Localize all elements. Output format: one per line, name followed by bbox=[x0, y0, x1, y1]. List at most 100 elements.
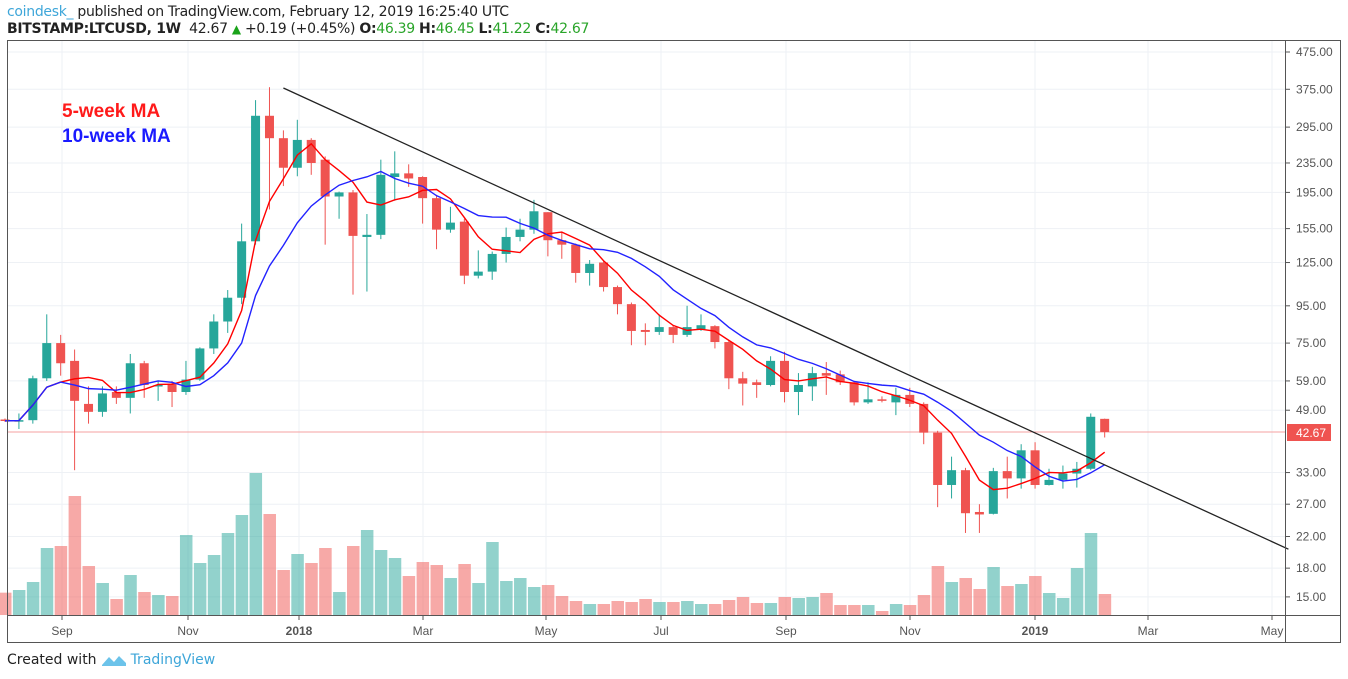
volume-bar bbox=[277, 570, 290, 615]
volume-bar bbox=[430, 565, 444, 615]
candle-body bbox=[153, 384, 163, 387]
ma5-annotation: 5-week MA bbox=[62, 101, 160, 122]
candle-body bbox=[557, 240, 567, 245]
candle-body bbox=[445, 222, 455, 230]
volume-bar bbox=[514, 578, 527, 615]
candle-body bbox=[793, 384, 803, 392]
y-tick-label: 155.00 bbox=[1296, 222, 1333, 236]
symbol-name: BITSTAMP:LTCUSD, 1W bbox=[7, 21, 181, 37]
y-tick-label: 475.00 bbox=[1296, 45, 1333, 59]
x-tick-label: 2018 bbox=[286, 624, 313, 638]
price-change: +0.19 (+0.45%) bbox=[244, 21, 356, 37]
author-link[interactable]: coindesk_ bbox=[7, 4, 74, 20]
volume-bar bbox=[179, 535, 193, 615]
volume-bar bbox=[820, 593, 833, 615]
volume-bar bbox=[625, 602, 638, 615]
volume-bar bbox=[207, 555, 221, 615]
volume-bar bbox=[862, 605, 875, 615]
candle-body bbox=[724, 342, 734, 379]
candle-body bbox=[362, 234, 372, 237]
candle-body bbox=[974, 511, 984, 515]
created-with-text: Created with bbox=[7, 652, 97, 668]
candle-body bbox=[348, 192, 358, 236]
candle-body bbox=[988, 471, 998, 514]
price-axis[interactable]: 475.00 375.00 295.00 235.00 195.00 155.00 125.… bbox=[1285, 45, 1333, 604]
candle-body bbox=[487, 253, 497, 272]
volume-bar bbox=[555, 596, 569, 615]
candle-body bbox=[209, 321, 219, 349]
last-price-badge-text: 42.67 bbox=[1296, 426, 1326, 440]
volume-bar bbox=[667, 602, 680, 615]
candle-body bbox=[612, 287, 622, 305]
candle-body bbox=[264, 115, 274, 139]
candle-body bbox=[668, 327, 678, 335]
candle-body bbox=[237, 241, 247, 298]
x-tick-label: Jul bbox=[653, 624, 668, 638]
y-tick-label: 59.00 bbox=[1296, 374, 1326, 388]
ma5-line bbox=[4, 142, 1106, 491]
open-value: 46.39 bbox=[376, 21, 415, 37]
y-tick-label: 33.00 bbox=[1296, 466, 1326, 480]
y-tick-label: 18.00 bbox=[1296, 561, 1326, 575]
candle-body bbox=[306, 139, 316, 163]
volume-bar bbox=[959, 578, 972, 615]
x-tick-label: May bbox=[535, 624, 558, 638]
volume-bar bbox=[889, 604, 903, 615]
volume-bar bbox=[527, 587, 541, 615]
volume-bar bbox=[54, 546, 68, 615]
volume-bar bbox=[722, 600, 736, 615]
ma10-line bbox=[4, 170, 1106, 482]
time-axis[interactable]: Sep Nov 2018 Mar May Jul Sep Nov 2019 Mar May bbox=[51, 615, 1283, 638]
x-tick-label: 2019 bbox=[1022, 624, 1049, 638]
candle-body bbox=[947, 470, 957, 485]
candle-body bbox=[223, 297, 233, 322]
candle-body bbox=[459, 221, 469, 276]
candle-body bbox=[195, 348, 205, 380]
candle-body bbox=[919, 403, 929, 433]
candle-body bbox=[585, 263, 595, 273]
candle-body bbox=[960, 470, 970, 514]
publish-info: coindesk_ published on TradingView.com, … bbox=[7, 4, 509, 20]
volume-bar bbox=[458, 564, 471, 615]
volume-bar bbox=[639, 599, 652, 615]
candle-body bbox=[863, 399, 873, 403]
volume-bar bbox=[708, 604, 722, 615]
volume-bar bbox=[583, 604, 597, 615]
volume-bar bbox=[750, 603, 764, 615]
volume-bar bbox=[1084, 533, 1098, 615]
last-price-badge: 42.67 bbox=[1287, 424, 1331, 441]
candle-body bbox=[1002, 471, 1012, 479]
candle-body bbox=[780, 360, 790, 392]
y-tick-label: 375.00 bbox=[1296, 82, 1333, 96]
candle-body bbox=[807, 373, 817, 387]
close-label: C: bbox=[535, 21, 551, 37]
candle-body bbox=[28, 378, 38, 421]
candle-body bbox=[738, 378, 748, 384]
volume-bar bbox=[611, 601, 624, 615]
y-tick-label: 95.00 bbox=[1296, 299, 1326, 313]
low-value: 41.22 bbox=[492, 21, 532, 37]
volume-bar bbox=[0, 592, 12, 615]
candle-body bbox=[599, 262, 609, 288]
volume-bar bbox=[486, 542, 499, 615]
y-tick-label: 75.00 bbox=[1296, 336, 1326, 350]
volume-bar bbox=[1098, 594, 1112, 615]
high-value: 46.45 bbox=[435, 21, 475, 37]
moving-averages bbox=[4, 142, 1106, 491]
y-tick-label: 15.00 bbox=[1296, 590, 1326, 604]
volume-bar bbox=[681, 601, 694, 615]
trendline[interactable] bbox=[283, 87, 1289, 550]
candle-body bbox=[111, 391, 121, 398]
candle-body bbox=[933, 432, 943, 485]
volume-bar bbox=[903, 605, 917, 615]
candle-body bbox=[320, 159, 330, 197]
volume-bar bbox=[291, 554, 304, 615]
candle-body bbox=[292, 139, 302, 168]
tradingview-link[interactable]: TradingView bbox=[130, 652, 216, 668]
volume-bar bbox=[388, 558, 402, 615]
candle-body bbox=[543, 212, 553, 241]
candle-body bbox=[849, 382, 859, 403]
volume-bar bbox=[541, 585, 555, 615]
volume-bar bbox=[360, 530, 374, 615]
